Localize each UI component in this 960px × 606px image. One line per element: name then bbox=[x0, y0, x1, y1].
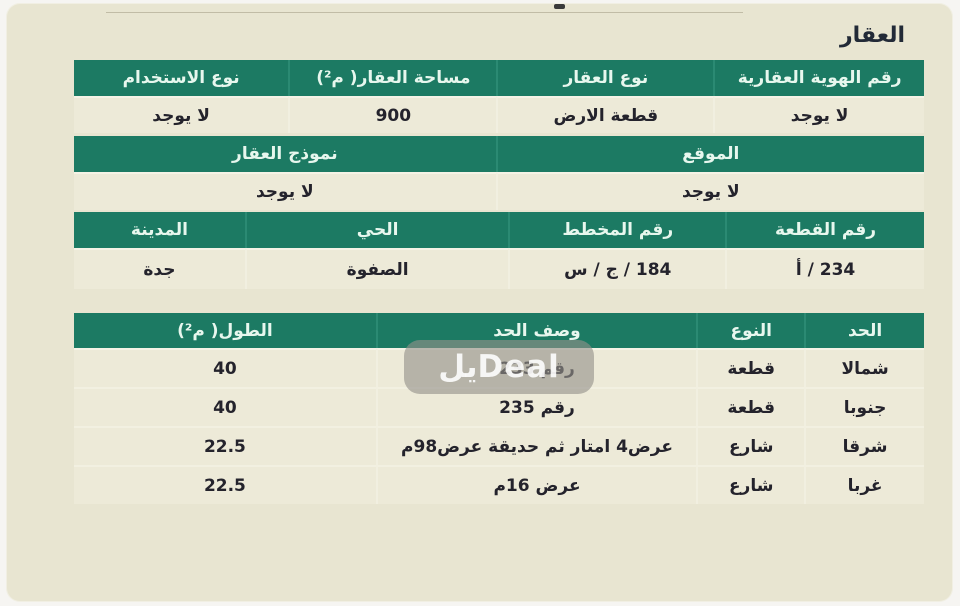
value-plan-number: 184 / ج / س bbox=[508, 248, 726, 289]
header-plan-number: رقم المخطط bbox=[508, 212, 726, 248]
header-plot-number: رقم القطعة bbox=[725, 212, 924, 248]
borders-table: الحد النوع وصف الحد الطول( م²) شمالا قطع… bbox=[74, 313, 924, 504]
border-north-label: شمالا bbox=[804, 348, 924, 387]
border-east-length: 22.5 bbox=[74, 426, 376, 465]
border-north-length: 40 bbox=[74, 348, 376, 387]
border-south-length: 40 bbox=[74, 387, 376, 426]
border-west-description: عرض 16م bbox=[375, 465, 697, 504]
location-table: الموقع نموذج العقار لا يوجد لا يوجد bbox=[74, 136, 924, 210]
border-west-length: 22.5 bbox=[74, 465, 376, 504]
header-border: الحد bbox=[804, 313, 924, 348]
plot-info-table: رقم القطعة رقم المخطط الحي المدينة 234 /… bbox=[74, 212, 924, 289]
header-usage-type: نوع الاستخدام bbox=[74, 60, 289, 96]
header-property-model: نموذج العقار bbox=[74, 136, 496, 172]
value-city: جدة bbox=[74, 248, 245, 289]
header-location: الموقع bbox=[495, 136, 924, 172]
header-city: المدينة bbox=[74, 212, 245, 248]
border-south-type: قطعة bbox=[696, 387, 805, 426]
watermark-logo-text: يلDeal bbox=[438, 349, 560, 385]
value-property-area: 900 bbox=[288, 96, 497, 133]
border-west-type: شارع bbox=[696, 465, 805, 504]
property-info-table: رقم الهوية العقارية نوع العقار مساحة الع… bbox=[74, 60, 924, 133]
border-east-label: شرقا bbox=[804, 426, 924, 465]
header-border-type: النوع bbox=[696, 313, 805, 348]
value-property-model: لا يوجد bbox=[74, 172, 496, 210]
header-property-id: رقم الهوية العقارية bbox=[713, 60, 924, 96]
value-district: الصفوة bbox=[244, 248, 509, 289]
value-property-id: لا يوجد bbox=[713, 96, 924, 133]
border-west-label: غربا bbox=[804, 465, 924, 504]
header-border-length: الطول( م²) bbox=[74, 313, 376, 348]
border-north-type: قطعة bbox=[696, 348, 805, 387]
watermark-badge: يلDeal bbox=[404, 340, 594, 394]
cropped-text-remnant bbox=[554, 4, 565, 9]
value-location: لا يوجد bbox=[495, 172, 924, 210]
document-page: العقار رقم الهوية العقارية نوع العقار مس… bbox=[6, 3, 953, 602]
border-east-type: شارع bbox=[696, 426, 805, 465]
border-east-description: عرض4 امتار ثم حديقة عرض98م bbox=[375, 426, 697, 465]
cropped-section-divider bbox=[106, 12, 743, 13]
header-property-type: نوع العقار bbox=[496, 60, 714, 96]
value-plot-number: 234 / أ bbox=[725, 248, 924, 289]
value-property-type: قطعة الارض bbox=[496, 96, 714, 133]
value-usage-type: لا يوجد bbox=[74, 96, 289, 133]
header-property-area: مساحة العقار( م²) bbox=[288, 60, 497, 96]
page-title: العقار bbox=[840, 23, 905, 48]
border-south-label: جنوبا bbox=[804, 387, 924, 426]
header-district: الحي bbox=[244, 212, 509, 248]
